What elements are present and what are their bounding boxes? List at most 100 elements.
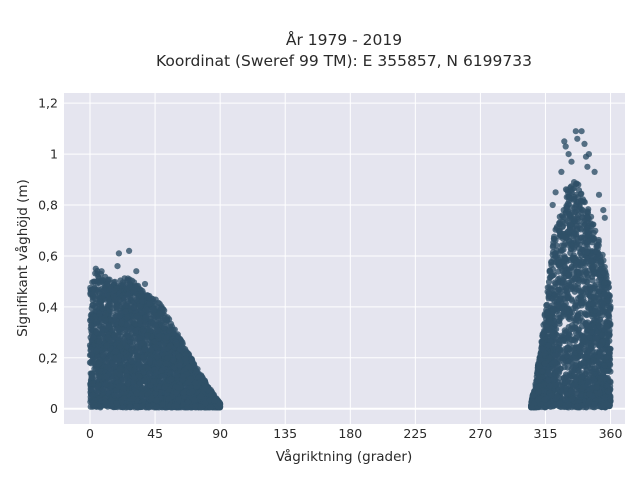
data-point [141, 377, 148, 384]
chart-title-line2: Koordinat (Sweref 99 TM): E 355857, N 61… [156, 52, 532, 70]
data-point [103, 373, 110, 380]
data-point [103, 342, 110, 349]
data-point [197, 393, 205, 400]
data-point [180, 389, 187, 396]
data-point [148, 347, 155, 354]
data-point [153, 397, 160, 404]
data-point [133, 403, 140, 410]
data-point [96, 360, 103, 367]
data-point [132, 333, 139, 340]
data-point [88, 351, 95, 359]
data-point [116, 371, 123, 378]
data-point [99, 326, 107, 333]
data-point [103, 358, 110, 365]
data-point [102, 310, 109, 317]
data-point [149, 306, 157, 313]
data-point [146, 300, 153, 307]
data-point [160, 306, 167, 313]
data-point [138, 298, 145, 305]
data-point [94, 389, 101, 396]
data-point [174, 384, 181, 391]
data-point [110, 279, 117, 286]
data-point [166, 343, 174, 350]
data-point [133, 390, 140, 397]
data-point [158, 395, 165, 402]
data-point [165, 395, 172, 402]
data-point [193, 368, 200, 375]
data-point [141, 346, 148, 353]
data-point [158, 367, 165, 374]
data-points [86, 128, 614, 411]
data-point [158, 373, 165, 380]
data-point [132, 327, 139, 334]
data-point [173, 402, 180, 409]
data-point [175, 353, 182, 360]
data-point [89, 302, 96, 309]
data-point [128, 358, 135, 365]
data-point [211, 397, 218, 404]
data-point [102, 398, 109, 405]
data-point [88, 373, 95, 381]
data-point [144, 391, 151, 398]
data-point [185, 398, 192, 406]
data-point [87, 291, 94, 298]
data-point [126, 404, 133, 411]
data-point [168, 376, 175, 383]
data-point [173, 372, 181, 379]
data-point [162, 360, 170, 367]
data-point [150, 312, 157, 319]
data-point [202, 400, 209, 407]
data-point [120, 385, 127, 392]
data-point [96, 337, 103, 345]
data-point [111, 392, 118, 399]
data-point [157, 315, 164, 322]
data-point [88, 322, 95, 329]
data-point [148, 395, 155, 402]
data-point [150, 378, 157, 385]
data-point [207, 404, 214, 411]
data-point [166, 327, 173, 334]
data-point [173, 341, 180, 348]
data-point [133, 353, 140, 360]
data-point [146, 357, 153, 364]
data-point [111, 332, 118, 339]
data-point [105, 323, 112, 331]
data-point [109, 360, 116, 367]
data-point [154, 327, 161, 334]
data-point [110, 293, 117, 300]
data-point [189, 357, 196, 364]
data-point [113, 400, 120, 407]
data-point [93, 318, 100, 325]
data-point [130, 287, 137, 294]
data-point [145, 403, 153, 410]
data-point [100, 287, 107, 294]
data-point [133, 295, 140, 303]
data-point [144, 332, 151, 339]
data-point [170, 357, 177, 364]
data-point [130, 304, 138, 311]
data-point [152, 317, 159, 325]
data-point [126, 326, 133, 333]
data-point [96, 373, 103, 380]
data-point [146, 370, 153, 377]
data-point [102, 381, 109, 388]
data-point [122, 302, 129, 309]
data-point [176, 362, 183, 369]
data-point [138, 340, 145, 347]
data-point [96, 294, 103, 302]
data-point [89, 380, 96, 387]
data-point [93, 348, 100, 355]
data-point [98, 330, 106, 337]
data-point [124, 332, 131, 339]
data-point [97, 404, 104, 411]
data-point [156, 359, 163, 367]
data-point [129, 395, 136, 402]
data-point [90, 334, 97, 341]
data-point [135, 361, 142, 368]
data-point [104, 280, 111, 287]
data-point [200, 376, 207, 383]
data-point [113, 303, 120, 310]
data-point [95, 382, 102, 389]
data-point [111, 348, 119, 355]
